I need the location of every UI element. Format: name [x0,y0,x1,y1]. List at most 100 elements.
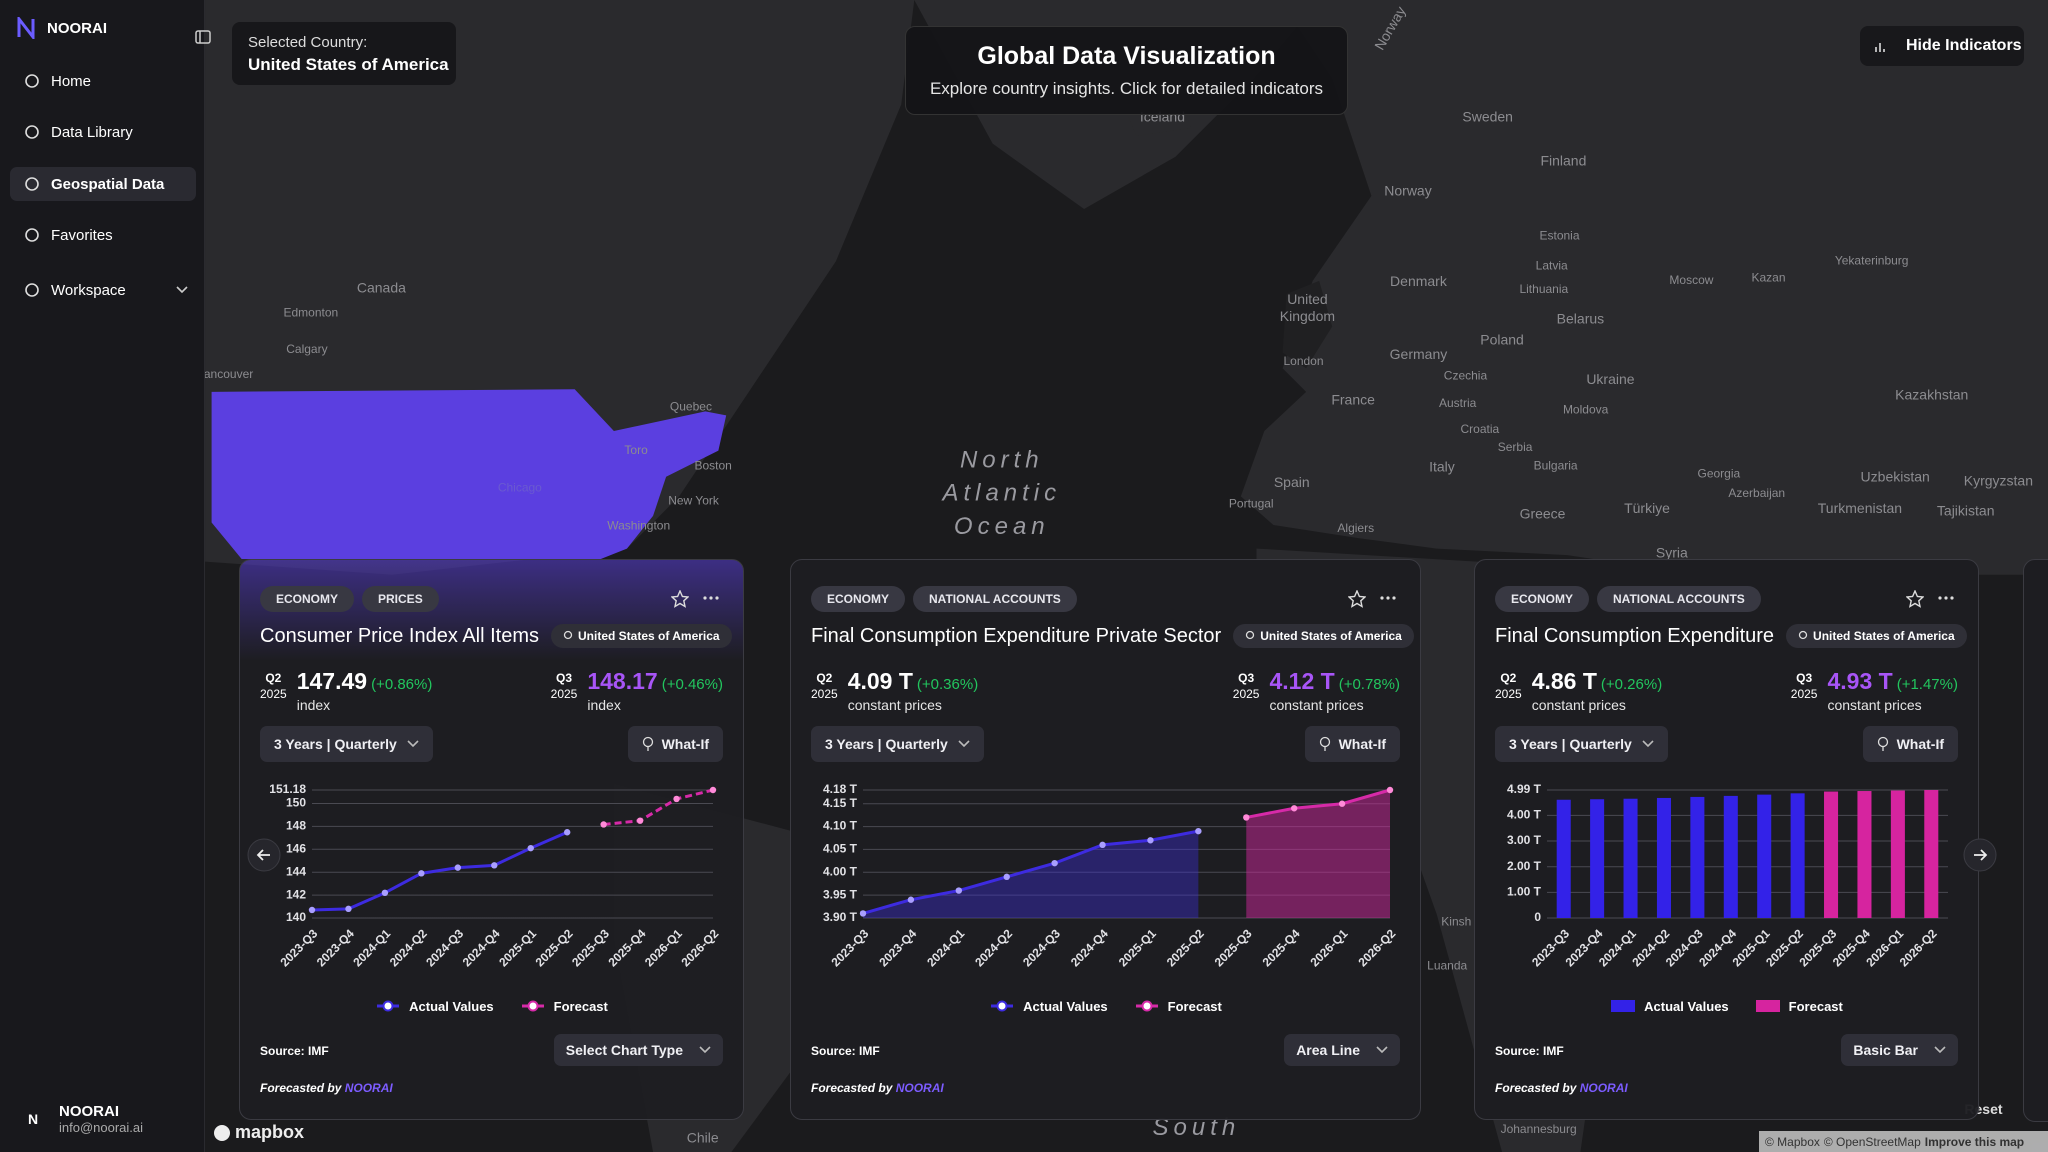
attribution-item[interactable]: © OpenStreetMap [1823,1134,1921,1149]
stat-values: 4.12 T (+0.78%) constant prices [1269,668,1400,713]
x-tick-label: 2024-Q4 [1068,926,1111,969]
header-subtitle: Explore country insights. Click for deta… [929,79,1324,98]
x-tick-label: 2024-Q1 [350,926,393,969]
country-pill: United States of America [1233,624,1414,648]
arrow-shape [1974,849,1988,861]
brand-name: NOORAI [47,20,107,37]
bar [1556,799,1571,918]
ocean-label: Atlantic [940,480,1061,507]
nav-item[interactable]: Home [10,64,196,98]
point [636,817,644,824]
point [491,862,498,869]
card-title: Consumer Price Index All Items [260,624,539,647]
indicator-card[interactable]: ECONOMY NATIONAL ACCOUNTS Final Consumptio… [1474,559,1979,1120]
line [1245,788,1391,819]
legend: Actual Values Forecast [791,998,1420,1014]
sidebar-toggle [195,30,211,44]
chevron-shape [176,286,188,294]
indicator-card[interactable]: ECONOMY NATIONAL ACCOUNTS Final Consumptio… [790,559,1421,1120]
legend-marker [991,1000,1014,1012]
tag[interactable]: ECONOMY [811,586,906,612]
legend-item[interactable]: Forecast [520,998,608,1014]
x-tick-label: 2025-Q2 [1164,926,1207,969]
what-if-button[interactable]: What-If [1304,726,1400,762]
favorite-icon [1348,590,1366,608]
legend-item[interactable]: Forecast [1134,998,1222,1014]
point [527,844,534,852]
map-label: Italy [1429,458,1455,474]
legend-item[interactable]: Actual Values [375,998,494,1014]
map-label: Kazakhstan [1895,386,1968,402]
chart-type-dropdown[interactable]: Select Chart Type [553,1034,723,1066]
stat-period: Q2 2025 [1495,670,1522,702]
y-tick-label: 146 [286,841,306,855]
forecaster: NOORAI [1579,1081,1628,1095]
indicator-card[interactable]: ECONOMY PRICES Consumer Price Index All It… [239,559,744,1120]
point [673,795,680,803]
legend-item[interactable]: Forecast [1755,998,1843,1014]
stat-row: 147.49 (+0.86%) [297,668,433,695]
map-label: Latvia [1536,259,1568,273]
nav-item[interactable]: Favorites [10,218,196,252]
what-if-button[interactable]: What-If [627,726,723,762]
mapbox-icon-shape [214,1124,230,1141]
map-label: Türkiye [1624,500,1670,516]
range-dropdown[interactable]: 3 Years | Quarterly [260,726,433,762]
nav-item[interactable]: Data Library [10,115,196,149]
bar [1757,794,1772,918]
legend-item[interactable]: Actual Values [989,998,1108,1014]
legend-dot [382,1000,394,1012]
legend-marker [377,1000,400,1012]
hide-indicators-button[interactable]: Hide Indicators [1860,26,2024,66]
forecasted-by: Forecasted by NOORAI [260,1081,393,1095]
x-tick-label: 2024-Q3 [423,926,466,969]
tag[interactable]: ECONOMY [260,586,355,612]
user-avatar: N [27,1111,39,1127]
nav-item[interactable]: Workspace [10,273,196,307]
map-label: ancouver [204,367,253,381]
point [600,821,607,828]
mapbox-logo: mapbox [213,1122,304,1143]
point [1147,837,1154,844]
chart: 3.90 T 3.95 T 4.00 T 4.05 T 4.10 T 4.15 T4.18… [823,782,1399,969]
legend-swatch [1611,1000,1636,1012]
more-dot [1392,596,1396,600]
x-tick-label: 2026-Q2 [678,926,721,969]
tag[interactable]: PRICES [362,586,439,612]
user-name: NOORAI [59,1103,119,1120]
legend-label: Actual Values [1644,998,1729,1014]
stat-row: 4.86 T (+0.26%) [1532,668,1663,695]
carousel-arrow[interactable] [1963,838,1997,872]
legend-item[interactable]: Actual Values [1610,998,1729,1014]
nav-icon [25,283,39,297]
stat: Q3 2025 4.93 T (+1.47%) constant prices [1791,668,1958,713]
x-tick-label: 2026-Q1 [642,926,685,969]
tag[interactable]: NATIONAL ACCOUNTS [1597,586,1761,612]
country-name: United States of America [1260,629,1402,643]
tag[interactable]: ECONOMY [1495,586,1590,612]
selected-country: Selected Country: United States of Americ… [232,22,456,85]
stat-quarter: Q2 [265,671,282,685]
range-dropdown[interactable]: 3 Years | Quarterly [811,726,984,762]
point [308,906,316,914]
stat: Q2 2025 147.49 (+0.86%) index [260,668,432,713]
tag[interactable]: NATIONAL ACCOUNTS [913,586,1077,612]
map-label: Boston [694,458,731,472]
legend-swatch [1755,1000,1780,1012]
what-if-button[interactable]: What-If [1862,726,1958,762]
map-label: Serbia [1498,440,1533,454]
chart-type-dropdown[interactable]: Basic Bar [1841,1034,1958,1066]
range-dropdown[interactable]: 3 Years | Quarterly [1495,726,1668,762]
legend-dot [1141,1000,1153,1012]
attribution-item[interactable]: Improve this map [1924,1134,2025,1149]
map-label: London [1283,354,1323,368]
nav-item[interactable]: Geospatial Data [10,167,196,201]
chart-type-dropdown[interactable]: Area Line [1284,1034,1400,1066]
selected-country-shape[interactable] [211,389,727,560]
more-icon [1938,596,1954,600]
stat-year: 2025 [550,687,578,701]
area-fill [863,831,1199,918]
carousel-arrow[interactable] [247,838,281,872]
bulb-shape [1877,736,1888,748]
country-name: United States of America [1813,629,1955,643]
